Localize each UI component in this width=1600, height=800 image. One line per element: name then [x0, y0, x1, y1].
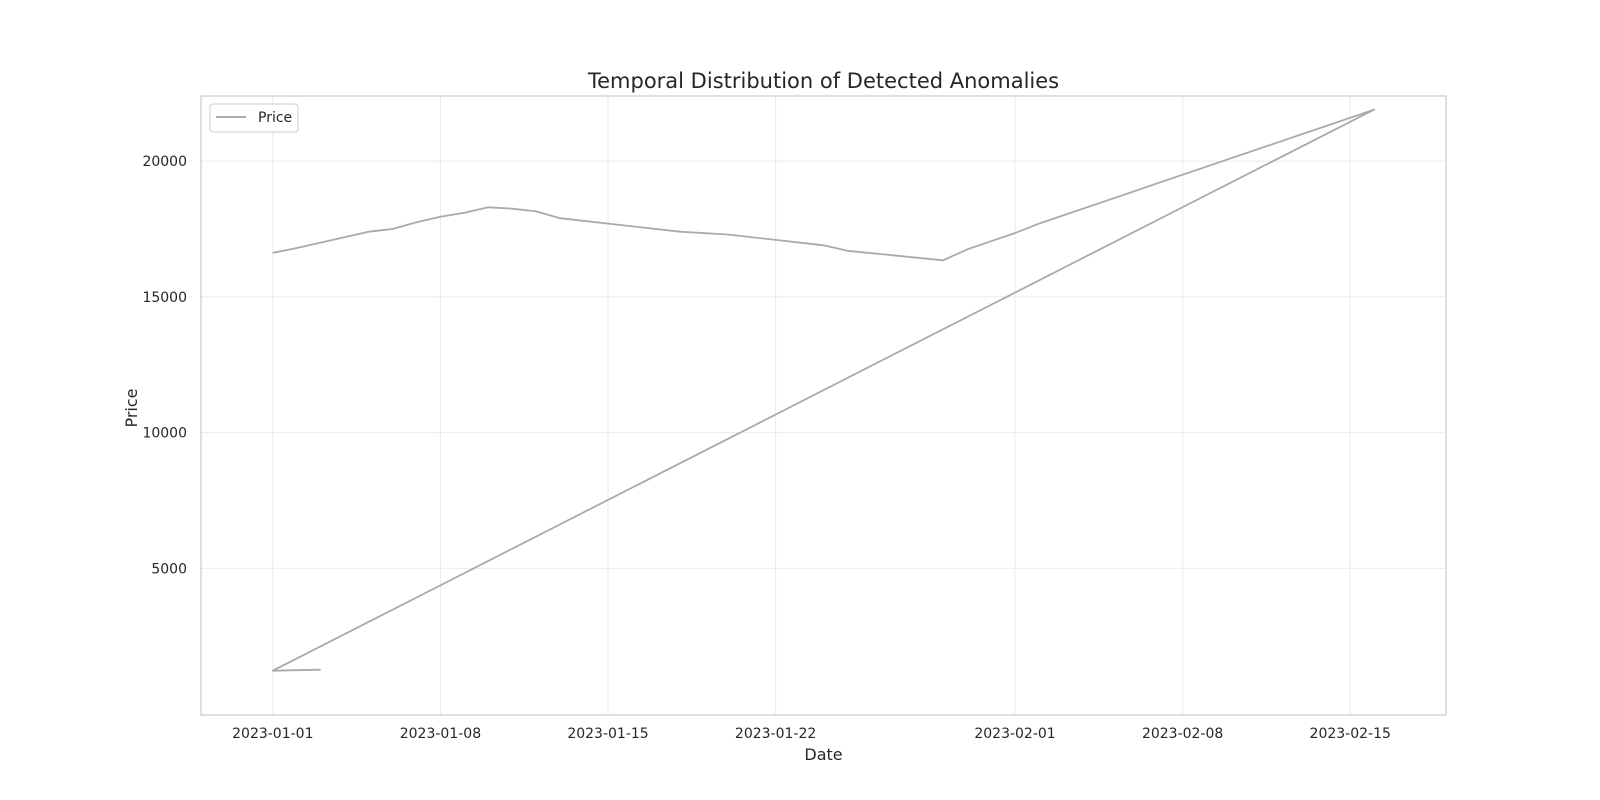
y-tick-label: 15000: [142, 290, 187, 306]
y-axis-label: Price: [122, 388, 141, 427]
y-tick-label: 10000: [142, 426, 187, 442]
x-axis-label: Date: [804, 745, 842, 764]
legend-box: [209, 103, 299, 133]
series-layer: [271, 108, 1376, 672]
x-tick-label: 2023-02-08: [1142, 726, 1223, 742]
y-axis-ticks: 5000 10000 15000 20000: [142, 154, 187, 577]
chart-title: Temporal Distribution of Detected Anomal…: [587, 69, 1059, 93]
x-axis-ticks: 2023-01-01 2023-01-08 2023-01-15 2023-01-22…: [232, 726, 1391, 742]
grid: [201, 96, 1446, 715]
plot-frame: [200, 95, 1447, 716]
y-tick-label: 5000: [151, 561, 187, 577]
x-tick-label: 2023-01-01: [232, 726, 313, 742]
x-tick-label: 2023-01-15: [567, 726, 648, 742]
legend-label-price: Price: [258, 110, 292, 126]
x-tick-label: 2023-02-01: [974, 726, 1055, 742]
series-line-price: [271, 108, 1376, 672]
x-tick-label: 2023-02-15: [1310, 726, 1391, 742]
x-tick-label: 2023-01-08: [400, 726, 481, 742]
x-tick-label: 2023-01-22: [735, 726, 816, 742]
y-tick-label: 20000: [142, 154, 187, 170]
legend: Price: [209, 103, 299, 133]
